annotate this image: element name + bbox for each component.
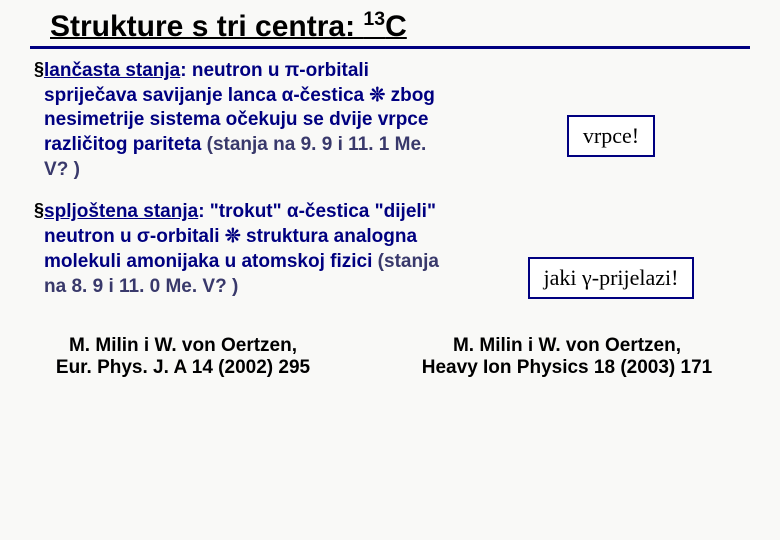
bullet-text: lančasta stanja: neutron u π-orbitali sp… <box>44 59 454 182</box>
callout-column: vrpce! jaki γ-prijelazi! <box>454 59 768 317</box>
title-main: Strukture s tri centra: <box>50 10 363 43</box>
callout-text-a: jaki <box>544 265 583 290</box>
reference-right: M. Milin i W. von Oertzen, Heavy Ion Phy… <box>372 335 762 379</box>
bullet-marker: § <box>34 200 44 299</box>
references-row: M. Milin i W. von Oertzen, Eur. Phys. J.… <box>0 317 780 379</box>
bullet-marker: § <box>34 59 44 182</box>
ref-line2: Heavy Ion Physics 18 (2003) 171 <box>422 357 712 378</box>
title-underline <box>30 46 750 49</box>
title-superscript: 13 <box>363 8 385 30</box>
bullet-underline: lančasta stanja <box>44 60 180 81</box>
callout-text: vrpce! <box>583 123 639 148</box>
content-row: § lančasta stanja: neutron u π-orbitali … <box>0 59 780 317</box>
ref-line1: M. Milin i W. von Oertzen, <box>69 335 297 356</box>
title-bar: Strukture s tri centra: 13C <box>0 0 780 44</box>
callout-text-c: -prijelazi! <box>592 265 679 290</box>
bullet-item: § spljoštena stanja: "trokut" α-čestica … <box>34 200 454 299</box>
bullet-column: § lančasta stanja: neutron u π-orbitali … <box>34 59 454 317</box>
bullet-text: spljoštena stanja: "trokut" α-čestica "d… <box>44 200 454 299</box>
ref-line2: Eur. Phys. J. A 14 (2002) 295 <box>56 357 310 378</box>
callout-box: jaki γ-prijelazi! <box>528 257 695 299</box>
callout-box: vrpce! <box>567 115 655 157</box>
bullet-underline: spljoštena stanja <box>44 201 198 222</box>
title-element: C <box>385 10 407 43</box>
reference-left: M. Milin i W. von Oertzen, Eur. Phys. J.… <box>18 335 348 379</box>
ref-line1: M. Milin i W. von Oertzen, <box>453 335 681 356</box>
callout-gamma: γ <box>582 265 592 290</box>
bullet-item: § lančasta stanja: neutron u π-orbitali … <box>34 59 454 182</box>
